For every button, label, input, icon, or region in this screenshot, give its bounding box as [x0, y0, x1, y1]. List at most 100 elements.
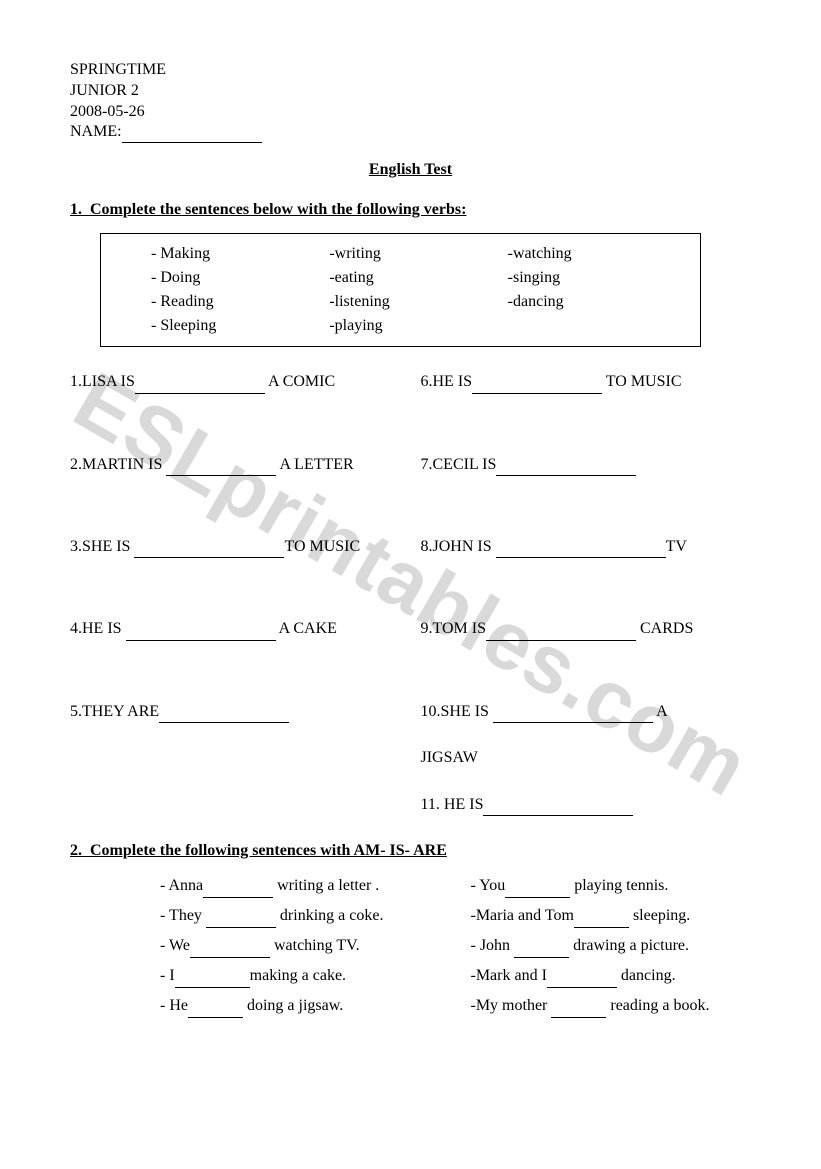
section1-number: 1. — [70, 201, 82, 218]
question-left-5: 5.THEY ARE — [70, 701, 401, 816]
answer-blank[interactable] — [190, 957, 270, 958]
answer-blank[interactable] — [547, 987, 617, 988]
s2-pre: - John — [471, 937, 515, 954]
verb-col-1: - Making - Doing - Reading - Sleeping — [151, 242, 329, 338]
s2-pre: -Maria and Tom — [471, 907, 574, 924]
answer-blank[interactable] — [472, 393, 602, 394]
verb-item: - Doing — [151, 266, 329, 290]
s2-post: writing a letter . — [273, 877, 379, 894]
s2-post: playing tennis. — [570, 877, 668, 894]
answer-blank[interactable] — [551, 1017, 606, 1018]
question-right-cell-4: 9.TOM IS CARDS — [421, 618, 752, 640]
section1-questions: 1.LISA IS A COMIC 6.HE IS TO MUSIC 2.MARTI… — [70, 371, 751, 816]
question-right-4: 9.TOM IS CARDS — [421, 618, 752, 640]
s2-pre: - You — [471, 877, 506, 894]
s2-left-2: - They drinking a coke. — [160, 904, 441, 928]
answer-blank[interactable] — [486, 640, 636, 641]
s2-post: making a cake. — [250, 967, 346, 984]
answer-blank[interactable] — [505, 897, 570, 898]
s2-left-5: - He doing a jigsaw. — [160, 994, 441, 1018]
verb-col-2: -writing -eating -listening -playing — [329, 242, 507, 338]
verb-item: - Reading — [151, 290, 329, 314]
s2-pre: - They — [160, 907, 206, 924]
s2-right-3: - John drawing a picture. — [471, 934, 752, 958]
answer-blank[interactable] — [574, 927, 629, 928]
question-pre: 9.TOM IS — [421, 620, 487, 637]
answer-blank[interactable] — [166, 475, 276, 476]
section2-instruction: 2. Complete the following sentences with… — [70, 842, 751, 860]
s2-post: sleeping. — [629, 907, 690, 924]
answer-blank[interactable] — [159, 722, 289, 723]
header-name-row: NAME: — [70, 122, 751, 143]
question-right-3: 8.JOHN IS TV — [421, 536, 752, 558]
answer-blank[interactable] — [203, 897, 273, 898]
s2-post: watching TV. — [270, 937, 360, 954]
s2-pre: -My mother — [471, 997, 552, 1014]
question-post: A — [653, 703, 668, 720]
verb-item: -dancing — [508, 290, 686, 314]
s2-pre: - He — [160, 997, 188, 1014]
s2-right-5: -My mother reading a book. — [471, 994, 752, 1018]
answer-blank[interactable] — [135, 393, 265, 394]
question-post: A CAKE — [276, 620, 337, 637]
question-right-2: 7.CECIL IS — [421, 454, 752, 476]
header-line-2: JUNIOR 2 — [70, 81, 751, 102]
answer-blank[interactable] — [126, 640, 276, 641]
question-pre: 1.LISA IS — [70, 373, 135, 390]
answer-blank[interactable] — [206, 927, 276, 928]
answer-blank[interactable] — [134, 557, 284, 558]
section2-number: 2. — [70, 842, 82, 859]
s2-left-3: - We watching TV. — [160, 934, 441, 958]
question-left-2: 2.MARTIN IS A LETTER — [70, 454, 401, 476]
question-left-4: 4.HE IS A CAKE — [70, 618, 401, 640]
question-right-cell-1: 6.HE IS TO MUSIC — [421, 371, 752, 393]
header-line-1: SPRINGTIME — [70, 60, 751, 81]
verb-box: - Making - Doing - Reading - Sleeping -w… — [100, 233, 701, 347]
answer-blank[interactable] — [188, 1017, 243, 1018]
question-post: A LETTER — [276, 456, 353, 473]
name-blank[interactable] — [122, 142, 262, 143]
section2-list: - Anna writing a letter . - You playing t… — [160, 874, 751, 1018]
question-second-line: JIGSAW — [421, 747, 752, 769]
verb-col-3: -watching -singing -dancing — [508, 242, 686, 338]
answer-blank[interactable] — [514, 957, 569, 958]
question-pre: 2.MARTIN IS — [70, 456, 166, 473]
answer-blank[interactable] — [496, 557, 666, 558]
answer-blank[interactable] — [493, 722, 653, 723]
answer-blank[interactable] — [496, 475, 636, 476]
question-pre: 4.HE IS — [70, 620, 126, 637]
verb-item: -writing — [329, 242, 507, 266]
question-post: CARDS — [636, 620, 693, 637]
answer-blank[interactable] — [483, 815, 633, 816]
s2-post: dancing. — [617, 967, 676, 984]
verb-item: -watching — [508, 242, 686, 266]
verb-item: -listening — [329, 290, 507, 314]
s2-post: drawing a picture. — [569, 937, 689, 954]
question-pre: 10.SHE IS — [421, 703, 493, 720]
section1-instruction: 1. Complete the sentences below with the… — [70, 201, 751, 219]
question-left-1: 1.LISA IS A COMIC — [70, 371, 401, 393]
verb-item: -playing — [329, 314, 507, 338]
question-pre: 3.SHE IS — [70, 538, 134, 555]
question-pre: 5.THEY ARE — [70, 703, 159, 720]
question-post: TO MUSIC — [284, 538, 360, 555]
s2-post: reading a book. — [606, 997, 709, 1014]
question-right-5: 10.SHE IS A JIGSAW — [421, 701, 752, 770]
s2-pre: - I — [160, 967, 175, 984]
section2-instruction-text: Complete the following sentences with AM… — [90, 842, 447, 859]
s2-pre: - We — [160, 937, 190, 954]
question-pre: 6.HE IS — [421, 373, 473, 390]
s2-left-1: - Anna writing a letter . — [160, 874, 441, 898]
question-11: 11. HE IS — [421, 794, 752, 816]
answer-blank[interactable] — [175, 987, 250, 988]
s2-right-4: -Mark and I dancing. — [471, 964, 752, 988]
s2-pre: -Mark and I — [471, 967, 547, 984]
question-right-cell-2: 7.CECIL IS — [421, 454, 752, 476]
s2-right-2: -Maria and Tom sleeping. — [471, 904, 752, 928]
verb-item: - Sleeping — [151, 314, 329, 338]
question-post: TO MUSIC — [602, 373, 681, 390]
verb-item: -singing — [508, 266, 686, 290]
question-post: TV — [666, 538, 687, 555]
s2-post: drinking a coke. — [276, 907, 384, 924]
question-pre: 8.JOHN IS — [421, 538, 496, 555]
